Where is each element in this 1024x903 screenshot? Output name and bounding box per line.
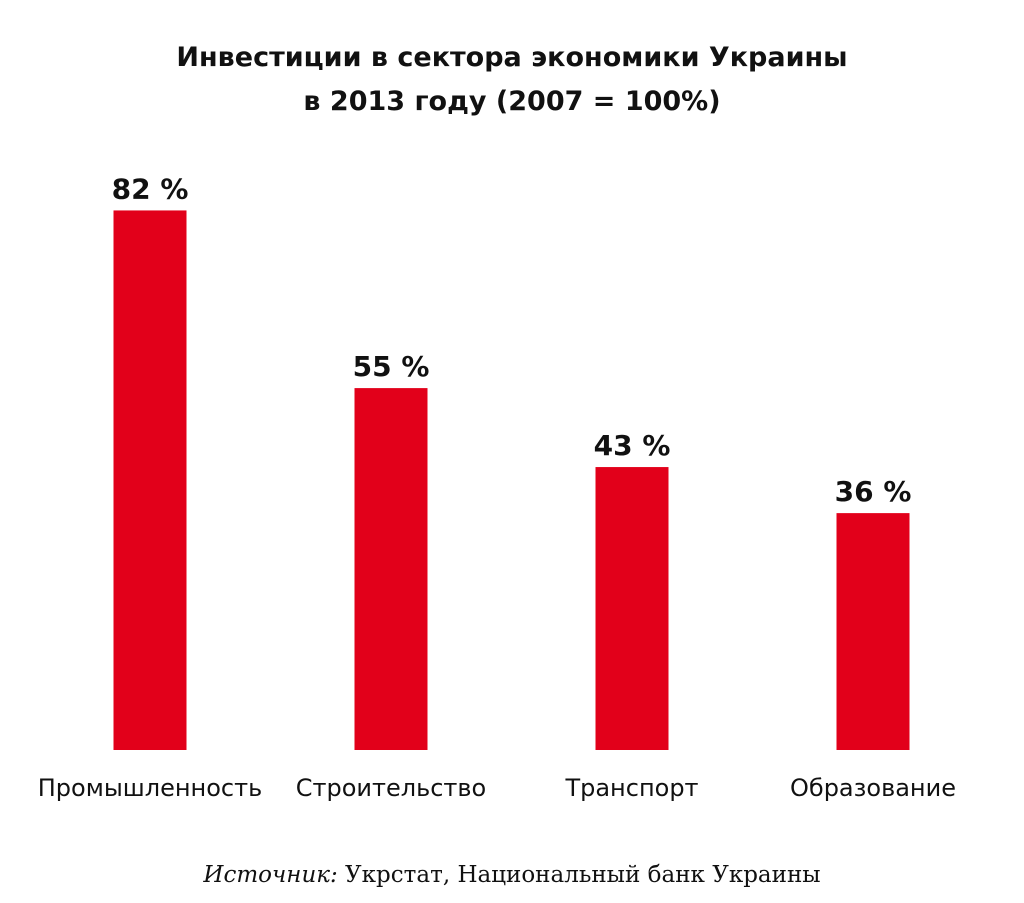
category-label-3: Транспорт — [564, 774, 698, 802]
category-label-4: Образование — [790, 774, 956, 802]
bar-4 — [836, 513, 910, 750]
category-label-1: Промышленность — [38, 774, 262, 802]
source-note: Источник: Укрстат, Национальный банк Укр… — [0, 862, 1024, 888]
chart-title-line1: Инвестиции в сектора экономики Украины — [176, 42, 848, 73]
source-text: Укрстат, Национальный банк Украины — [337, 862, 821, 888]
source-label: Источник: — [203, 862, 338, 888]
category-label-2: Строительство — [296, 774, 487, 802]
bar-3 — [595, 467, 669, 750]
data-label-2: 55 % — [353, 350, 430, 383]
data-label-1: 82 % — [112, 172, 189, 205]
bar-2 — [354, 388, 428, 750]
chart-title-line2: в 2013 году (2007 = 100%) — [303, 86, 721, 117]
data-label-4: 36 % — [835, 475, 912, 508]
bar-1 — [113, 210, 187, 750]
data-label-3: 43 % — [594, 429, 671, 462]
chart-title: Инвестиции в сектора экономики Украины в… — [0, 36, 1024, 124]
